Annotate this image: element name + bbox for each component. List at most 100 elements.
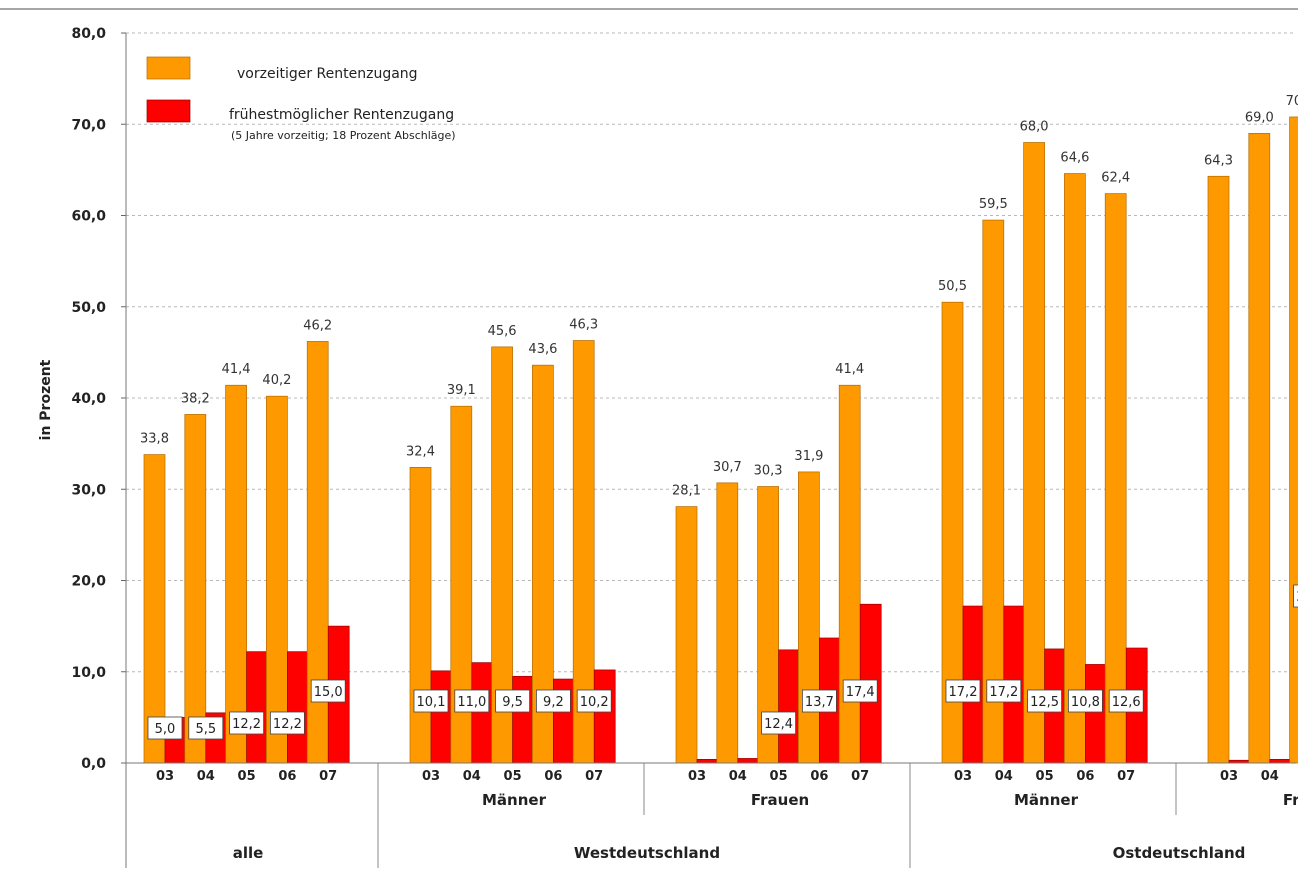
x-category-label: 04 xyxy=(729,769,747,784)
bar-fruehest xyxy=(737,758,760,764)
x-axis-labels: 03 04 05 06 07 03 04 05 06 07 03 04 05 06 07 03 04 05 06 07… xyxy=(156,769,1298,862)
bar-fruehest xyxy=(512,675,534,764)
data-label-vorzeitig: 38,2 xyxy=(181,391,210,406)
group-label: alle xyxy=(233,844,264,862)
data-label-fruehest: 12,2 xyxy=(232,717,261,732)
data-label-fruehest: 10,8 xyxy=(1071,695,1100,710)
x-category-label: 04 xyxy=(197,769,215,784)
subgroup-label: Männer xyxy=(482,791,547,809)
x-category-label: 06 xyxy=(810,769,828,784)
x-category-label: 03 xyxy=(688,769,706,784)
y-tick-label: 10,0 xyxy=(71,665,106,681)
data-label-vorzeitig: 31,9 xyxy=(794,449,823,464)
y-tick-label: 40,0 xyxy=(71,391,106,407)
data-label-box-fruehest xyxy=(986,679,1022,703)
x-category-label: 05 xyxy=(1036,769,1054,784)
data-label-box-fruehest xyxy=(413,689,449,713)
y-tick-label: 70,0 xyxy=(71,117,106,133)
y-tick-label: 30,0 xyxy=(71,482,106,498)
bar-vorzeitig xyxy=(1289,116,1298,764)
y-tick-label: 80,0 xyxy=(71,26,106,42)
data-label-fruehest: 15,0 xyxy=(314,685,343,700)
bar-vorzeitig xyxy=(184,414,207,764)
data-label-vorzeitig: 68,0 xyxy=(1020,120,1049,135)
bar-vorzeitig xyxy=(838,384,861,764)
data-label-fruehest: 9,2 xyxy=(543,695,564,710)
x-category-label: 04 xyxy=(1261,769,1279,784)
data-label-box-fruehest xyxy=(495,689,531,713)
legend: vorzeitiger Rentenzugang frühestmögliche… xyxy=(146,56,456,142)
data-label-fruehest: 5,5 xyxy=(195,722,216,737)
y-tick-label: 20,0 xyxy=(71,574,106,590)
data-label-box-fruehest xyxy=(1027,689,1062,713)
data-label-fruehest: 10,2 xyxy=(580,695,609,710)
x-category-label: 03 xyxy=(954,769,972,784)
subgroup-label: Frauen xyxy=(751,791,809,809)
bar-vorzeitig xyxy=(1248,133,1271,764)
x-category-label: 07 xyxy=(585,769,603,784)
data-label-fruehest: 5,0 xyxy=(155,722,176,737)
data-label-vorzeitig: 62,4 xyxy=(1101,171,1130,186)
data-label-fruehest: 12,2 xyxy=(273,717,302,732)
data-label-box-fruehest xyxy=(188,716,224,740)
y-axis-label: in Prozent xyxy=(38,359,54,440)
x-category-label: 07 xyxy=(319,769,337,784)
bar-fruehest xyxy=(778,649,800,764)
data-label-fruehest: 17,2 xyxy=(949,685,978,700)
data-label-box-fruehest xyxy=(1293,584,1298,608)
x-category-label: 03 xyxy=(422,769,440,784)
x-category-label: 06 xyxy=(544,769,562,784)
x-category-label: 03 xyxy=(1220,769,1238,784)
data-label-vorzeitig: 40,2 xyxy=(262,373,291,388)
x-category-label: 05 xyxy=(504,769,522,784)
x-category-label: 07 xyxy=(851,769,869,784)
data-label-vorzeitig: 46,3 xyxy=(569,318,598,333)
data-label-box-fruehest xyxy=(310,679,346,703)
x-category-label: 06 xyxy=(278,769,296,784)
y-axis-ticks: 0,0 10,0 20,0 30,0 40,0 50,0 60,0 70,0 80,0 xyxy=(71,26,106,772)
data-label-fruehest: 17,2 xyxy=(989,685,1018,700)
data-label-vorzeitig: 50,5 xyxy=(938,279,967,294)
data-label-box-fruehest xyxy=(802,689,837,713)
data-label-box-fruehest xyxy=(1108,689,1144,713)
bar-fruehest xyxy=(471,662,494,764)
bar-vorzeitig xyxy=(409,467,432,764)
bar-vorzeitig xyxy=(1023,142,1045,764)
x-category-label: 04 xyxy=(463,769,481,784)
data-label-vorzeitig: 59,5 xyxy=(979,197,1008,212)
y-tick-label: 60,0 xyxy=(71,209,106,225)
data-label-fruehest: 9,5 xyxy=(502,695,523,710)
x-category-label: 07 xyxy=(1117,769,1135,784)
data-label-vorzeitig: 32,4 xyxy=(406,444,435,459)
data-label-fruehest: 12,5 xyxy=(1030,695,1059,710)
axes xyxy=(121,32,1296,868)
bar-vorzeitig xyxy=(798,471,820,764)
bar-vorzeitig xyxy=(716,482,739,764)
bar-fruehest xyxy=(593,669,616,764)
data-label-vorzeitig: 43,6 xyxy=(528,342,557,357)
data-label-vorzeitig: 33,8 xyxy=(140,432,169,447)
data-label-vorzeitig: 69,0 xyxy=(1245,110,1274,125)
bar-fruehest xyxy=(287,651,309,764)
bar-vorzeitig xyxy=(1104,193,1127,764)
x-category-label: 03 xyxy=(156,769,174,784)
data-label-vorzeitig: 64,6 xyxy=(1060,151,1089,166)
bar-fruehest xyxy=(246,651,268,764)
data-label-box-fruehest xyxy=(842,679,878,703)
data-label-fruehest: 11,0 xyxy=(457,695,486,710)
bar-vorzeitig xyxy=(266,395,288,764)
x-category-label: 05 xyxy=(238,769,256,784)
data-label-box-fruehest xyxy=(1068,689,1103,713)
group-label: Westdeutschland xyxy=(574,844,720,862)
legend-swatch-fruehest xyxy=(146,99,191,123)
data-label-fruehest: 12,6 xyxy=(1112,695,1141,710)
bar-fruehest xyxy=(430,670,453,764)
data-label-fruehest: 10,1 xyxy=(417,695,446,710)
data-label-vorzeitig: 30,3 xyxy=(754,464,783,479)
data-label-fruehest: 12,4 xyxy=(764,717,793,732)
data-label-vorzeitig: 41,4 xyxy=(222,362,251,377)
data-label-vorzeitig: 28,1 xyxy=(672,484,701,499)
data-label-fruehest: 32,0 xyxy=(1296,590,1298,605)
bar-fruehest xyxy=(1085,664,1107,764)
y-tick-label: 50,0 xyxy=(71,300,106,316)
